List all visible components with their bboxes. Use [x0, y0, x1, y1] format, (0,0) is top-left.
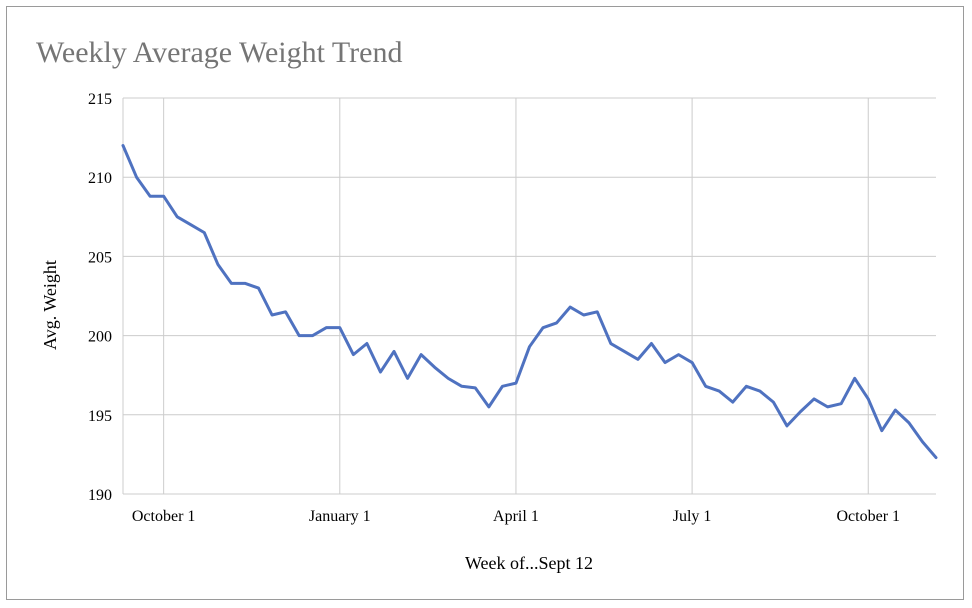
y-tick-label: 210	[88, 170, 112, 187]
x-tick-label: October 1	[836, 508, 900, 525]
x-axis-ticks: October 1 January 1 April 1 July 1 October 1	[132, 508, 900, 525]
y-tick-label: 205	[88, 249, 112, 266]
x-axis-label: Week of...Sept 12	[465, 553, 593, 573]
y-axis-ticks: 190 195 200 205 210 215	[88, 91, 112, 504]
x-tick-label: January 1	[309, 508, 371, 525]
x-tick-label: October 1	[132, 508, 196, 525]
x-tick-label: April 1	[493, 508, 539, 525]
gridlines	[122, 97, 936, 495]
y-tick-label: 195	[88, 408, 112, 425]
x-tick-label: July 1	[673, 508, 712, 525]
series-line-avg-weight	[121, 144, 938, 460]
chart-title: Weekly Average Weight Trend	[36, 36, 403, 69]
y-tick-label: 190	[88, 487, 112, 504]
y-tick-label: 215	[88, 91, 112, 108]
y-axis-label: Avg. Weight	[40, 260, 60, 350]
y-tick-label: 200	[88, 329, 112, 346]
chart-frame	[6, 6, 964, 600]
